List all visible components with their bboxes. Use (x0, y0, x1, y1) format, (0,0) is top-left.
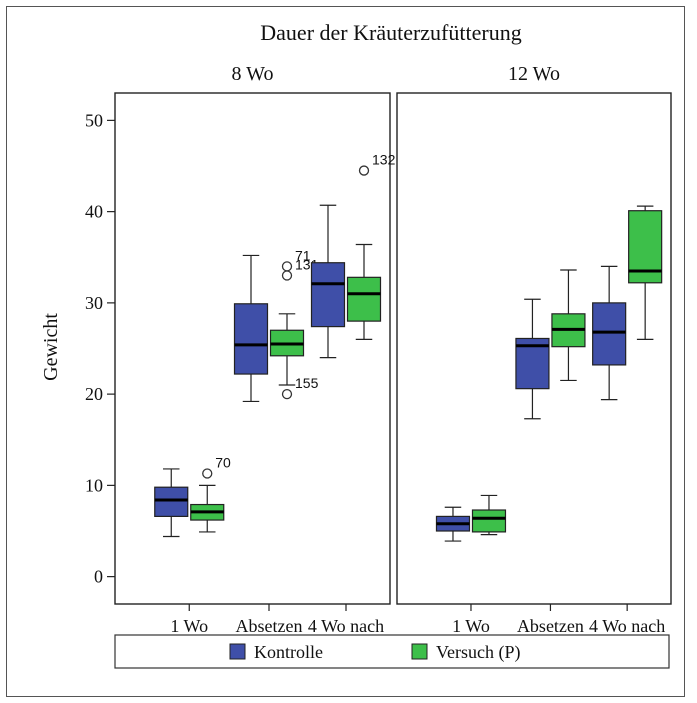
box-plot-chart: Dauer der Kräuterzufütterung Gewicht 0 10… (40, 20, 672, 669)
y-tick-label: 20 (85, 384, 103, 404)
legend-label: Versuch (P) (436, 642, 520, 663)
box-iqr (310, 262, 346, 328)
y-tick-label: 10 (85, 475, 103, 495)
x-tick-label: 1 Wo (452, 616, 490, 636)
box-iqr (592, 302, 627, 366)
panel-label: 12 Wo (508, 63, 560, 85)
x-tick-label: 1 Wo (170, 616, 208, 636)
legend-item: Kontrolle (229, 642, 323, 662)
box-iqr (346, 276, 382, 322)
y-tick-label: 50 (85, 110, 103, 130)
legend-swatch (229, 643, 246, 660)
box-versuch (471, 494, 507, 536)
box-iqr (233, 303, 269, 375)
box-versuch (628, 205, 663, 340)
outlier-label: 71 (295, 247, 311, 263)
figure-frame: Dauer der Kräuterzufütterung Gewicht 0 10… (6, 6, 685, 697)
chart-title: Dauer der Kräuterzufütterung (260, 20, 521, 45)
y-tick-label: 0 (94, 567, 103, 587)
outlier-label: 155 (295, 375, 319, 391)
box-versuch: 70 (190, 455, 231, 533)
y-tick-label: 40 (85, 202, 103, 222)
legend-item: Versuch (P) (411, 642, 520, 663)
x-tick-label: Absetzen (517, 616, 584, 636)
y-axis-label: Gewicht (40, 313, 62, 381)
box-kontrolle (310, 204, 346, 359)
box-kontrolle (435, 506, 471, 542)
box-kontrolle (154, 468, 189, 538)
legend: Kontrolle Versuch (P) (114, 634, 670, 669)
box-kontrolle (592, 265, 627, 401)
box-iqr (154, 486, 189, 518)
x-tick-label: 4 Wo nach (308, 616, 384, 636)
outlier-label: 70 (215, 455, 231, 471)
y-tick-label: 30 (85, 293, 103, 313)
panel-frame (114, 92, 391, 605)
legend-label: Kontrolle (254, 642, 323, 662)
x-tick-label: 4 Wo nach (589, 616, 665, 636)
box-kontrolle (515, 298, 550, 420)
box-versuch: 132 (346, 152, 396, 340)
outlier-label: 132 (372, 152, 396, 168)
outlier-point (281, 261, 293, 272)
outlier-point (281, 270, 293, 281)
legend-swatch (411, 643, 428, 660)
x-tick-label: Absetzen (236, 616, 303, 636)
box-kontrolle (233, 254, 269, 403)
outlier-point (358, 165, 370, 176)
box-versuch (551, 269, 586, 382)
outlier-point (202, 468, 213, 479)
panel-label: 8 Wo (232, 63, 274, 85)
panel-frame (396, 92, 672, 605)
box-iqr (471, 509, 507, 533)
outlier-point (281, 388, 293, 400)
legend-box (114, 634, 670, 669)
